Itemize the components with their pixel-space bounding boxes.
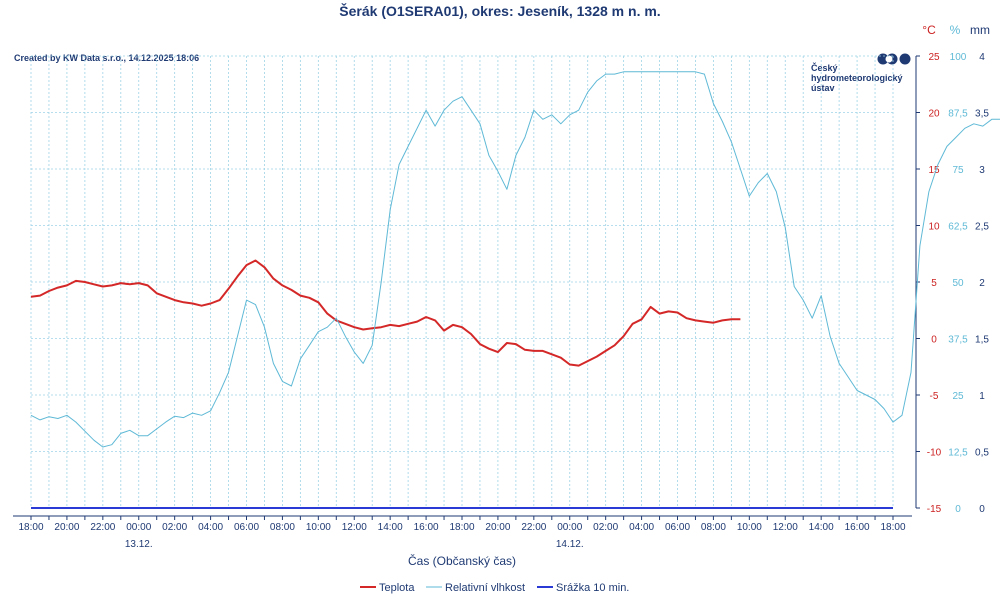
x-date-label: 13.12. bbox=[125, 539, 153, 550]
legend-item-vlhkost[interactable]: Relativní vlhkost bbox=[426, 582, 525, 594]
x-tick-label: 22:00 bbox=[521, 522, 546, 533]
temperature-tick-label: 10 bbox=[928, 222, 940, 233]
humidity-tick-label: 37,5 bbox=[948, 335, 968, 346]
humidity-tick-label: 50 bbox=[952, 278, 964, 289]
temperature-tick-label: 0 bbox=[931, 335, 937, 346]
precipitation-tick-label: 0 bbox=[979, 504, 985, 515]
legend-label-srazka: Srážka 10 min. bbox=[556, 582, 629, 594]
temperature-tick-label: -15 bbox=[927, 504, 942, 515]
x-tick-label: 02:00 bbox=[162, 522, 187, 533]
x-tick-label: 02:00 bbox=[593, 522, 618, 533]
legend-item-srazka[interactable]: Srážka 10 min. bbox=[537, 582, 629, 594]
precipitation-tick-label: 3,5 bbox=[975, 109, 989, 120]
humidity-tick-label: 0 bbox=[955, 504, 961, 515]
x-tick-label: 12:00 bbox=[773, 522, 798, 533]
x-tick-label: 00:00 bbox=[557, 522, 582, 533]
x-tick-label: 16:00 bbox=[414, 522, 439, 533]
temperature-tick-label: 20 bbox=[928, 109, 940, 120]
x-axis: 18:00 20:00 22:00 00:00 02:00 04:00 06:00 08:00… bbox=[13, 515, 912, 550]
x-tick-label: 20:00 bbox=[54, 522, 79, 533]
precipitation-tick-label: 2,5 bbox=[975, 222, 989, 233]
temperature-tick-label: -5 bbox=[930, 391, 939, 402]
humidity-unit: % bbox=[950, 23, 961, 37]
legend-item-teplota[interactable]: Teplota bbox=[360, 582, 415, 594]
precipitation-tick-label: 0,5 bbox=[975, 448, 989, 459]
x-tick-label: 18:00 bbox=[880, 522, 905, 533]
x-tick-label: 10:00 bbox=[737, 522, 762, 533]
x-axis-label: Čas (Občanský čas) bbox=[408, 553, 516, 568]
humidity-tick-label: 87,5 bbox=[948, 109, 968, 120]
series-line-vlhkost bbox=[30, 71, 1000, 448]
precipitation-tick-label: 3 bbox=[979, 165, 985, 176]
x-tick-label: 06:00 bbox=[234, 522, 259, 533]
logo-line-1: Český bbox=[811, 62, 838, 73]
precipitation-unit: mm bbox=[970, 23, 990, 37]
precipitation-tick-label: 4 bbox=[979, 52, 985, 63]
x-tick-label: 06:00 bbox=[665, 522, 690, 533]
x-tick-label: 22:00 bbox=[90, 522, 115, 533]
humidity-tick-label: 75 bbox=[952, 165, 964, 176]
x-date-label: 14.12. bbox=[556, 539, 584, 550]
humidity-tick-label: 25 bbox=[952, 391, 964, 402]
legend: Teplota Relativní vlhkost Srážka 10 min. bbox=[360, 582, 629, 594]
x-tick-label: 18:00 bbox=[449, 522, 474, 533]
y-axes: -15-10-50510152025012,52537,55062,57587,… bbox=[915, 52, 989, 515]
legend-label-vlhkost: Relativní vlhkost bbox=[445, 582, 525, 594]
temperature-unit: °C bbox=[922, 23, 936, 37]
temperature-tick-label: 5 bbox=[931, 278, 937, 289]
series-line-teplota bbox=[30, 259, 741, 367]
x-tick-label: 04:00 bbox=[629, 522, 654, 533]
chart-title: Šerák (O1SERA01), okres: Jeseník, 1328 m… bbox=[339, 2, 660, 19]
logo-line-3: ústav bbox=[811, 83, 835, 93]
x-tick-label: 00:00 bbox=[126, 522, 151, 533]
logo-circle-2-cut bbox=[885, 55, 893, 63]
logo-circle-3 bbox=[899, 53, 911, 65]
precipitation-tick-label: 1 bbox=[979, 391, 985, 402]
x-tick-label: 08:00 bbox=[701, 522, 726, 533]
temperature-tick-label: 15 bbox=[928, 165, 940, 176]
precipitation-tick-label: 1,5 bbox=[975, 335, 989, 346]
grid bbox=[30, 55, 894, 509]
x-tick-label: 10:00 bbox=[306, 522, 331, 533]
humidity-tick-label: 62,5 bbox=[948, 222, 968, 233]
x-tick-label: 14:00 bbox=[378, 522, 403, 533]
legend-label-teplota: Teplota bbox=[379, 582, 415, 594]
x-tick-label: 16:00 bbox=[845, 522, 870, 533]
credit-text: Created by KW Data s.r.o., 14.12.2025 18… bbox=[14, 53, 199, 63]
x-tick-label: 08:00 bbox=[270, 522, 295, 533]
humidity-tick-label: 12,5 bbox=[948, 448, 968, 459]
temperature-tick-label: -10 bbox=[927, 448, 942, 459]
humidity-tick-label: 100 bbox=[950, 52, 967, 63]
x-tick-label: 18:00 bbox=[18, 522, 43, 533]
series bbox=[30, 71, 1000, 509]
chmi-logo: Český hydrometeorologický ústav bbox=[811, 53, 911, 93]
x-tick-label: 14:00 bbox=[809, 522, 834, 533]
precipitation-tick-label: 2 bbox=[979, 278, 985, 289]
temperature-tick-label: 25 bbox=[928, 52, 940, 63]
x-tick-label: 12:00 bbox=[342, 522, 367, 533]
x-tick-label: 20:00 bbox=[485, 522, 510, 533]
x-tick-label: 04:00 bbox=[198, 522, 223, 533]
